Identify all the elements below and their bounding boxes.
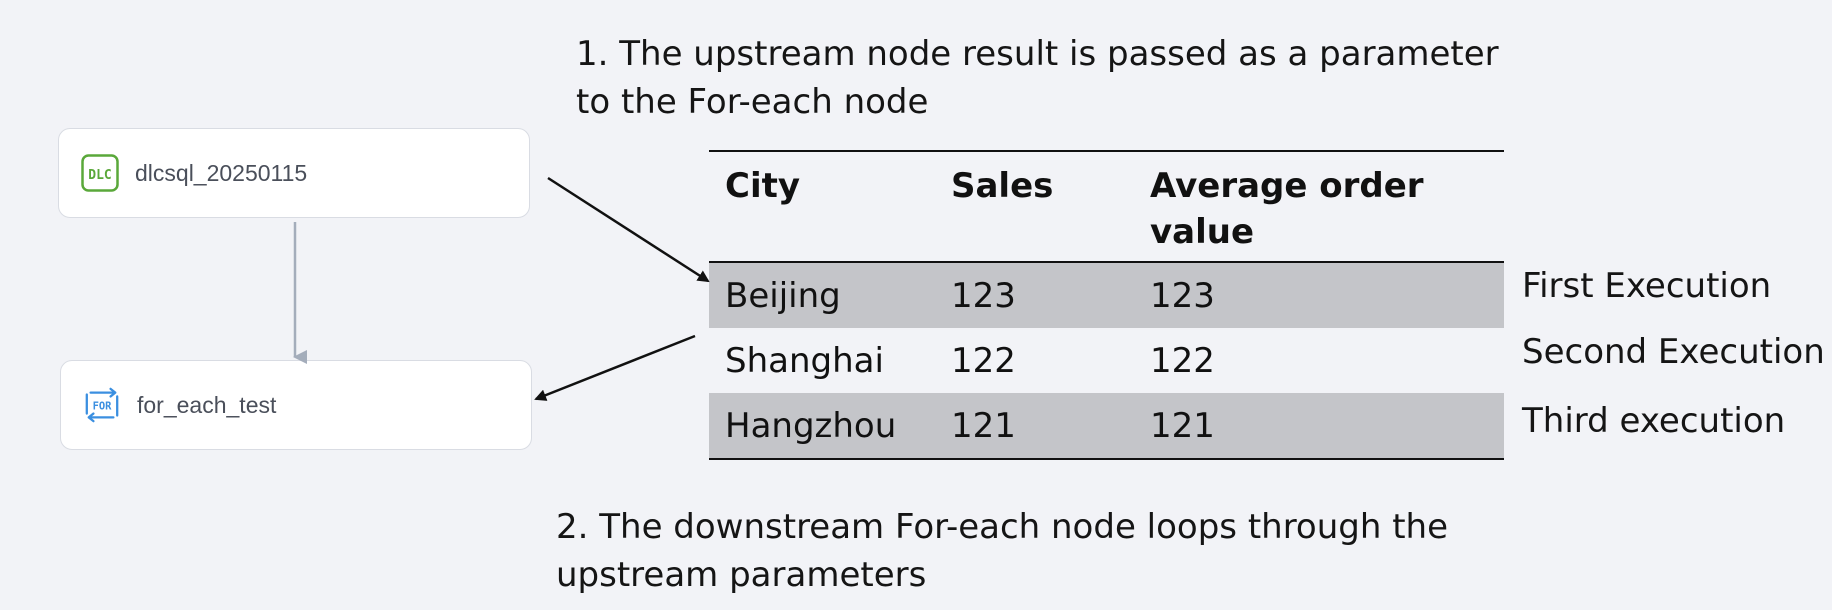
- cell-aov: 121: [1150, 405, 1215, 446]
- downstream-node-label: for_each_test: [137, 391, 277, 418]
- step-1-arrow: [547, 176, 710, 283]
- execution-label-second: Second Execution: [1522, 332, 1825, 372]
- cell-aov: 122: [1150, 340, 1215, 381]
- table-header-row: City Sales Average order value: [709, 151, 1504, 262]
- table-row: Beijing 123 123: [709, 262, 1504, 328]
- header-average-order-value: Average order value: [1150, 166, 1424, 252]
- cell-aov: 123: [1150, 275, 1215, 316]
- upstream-node-label: dlcsql_20250115: [135, 159, 308, 186]
- for-loop-icon: FOR: [83, 386, 121, 424]
- step-1-caption: 1. The upstream node result is passed as…: [576, 34, 1499, 122]
- for-loop-icon-text: FOR: [93, 401, 113, 413]
- table-row: Hangzhou 121 121: [709, 393, 1504, 459]
- cell-city: Shanghai: [725, 340, 884, 381]
- header-sales: Sales: [951, 166, 1054, 206]
- cell-sales: 121: [951, 405, 1016, 446]
- dlc-icon: DLC: [81, 154, 119, 192]
- cell-sales: 122: [951, 340, 1016, 381]
- table-row: Shanghai 122 122: [709, 328, 1504, 393]
- dlc-icon-text: DLC: [88, 168, 111, 183]
- header-city: City: [725, 166, 801, 206]
- upstream-node-dlcsql[interactable]: DLC dlcsql_20250115: [58, 128, 530, 218]
- step-2-arrow: [534, 334, 696, 401]
- execution-label-first: First Execution: [1522, 266, 1772, 306]
- step-2-caption: 2. The downstream For-each node loops th…: [556, 507, 1449, 595]
- upstream-result-table: City Sales Average order value Beijing 1…: [709, 150, 1504, 460]
- cell-city: Hangzhou: [725, 405, 897, 446]
- downstream-node-for-each[interactable]: FOR for_each_test: [60, 360, 532, 450]
- cell-city: Beijing: [725, 275, 841, 316]
- cell-sales: 123: [951, 275, 1016, 316]
- execution-label-third: Third execution: [1522, 401, 1786, 441]
